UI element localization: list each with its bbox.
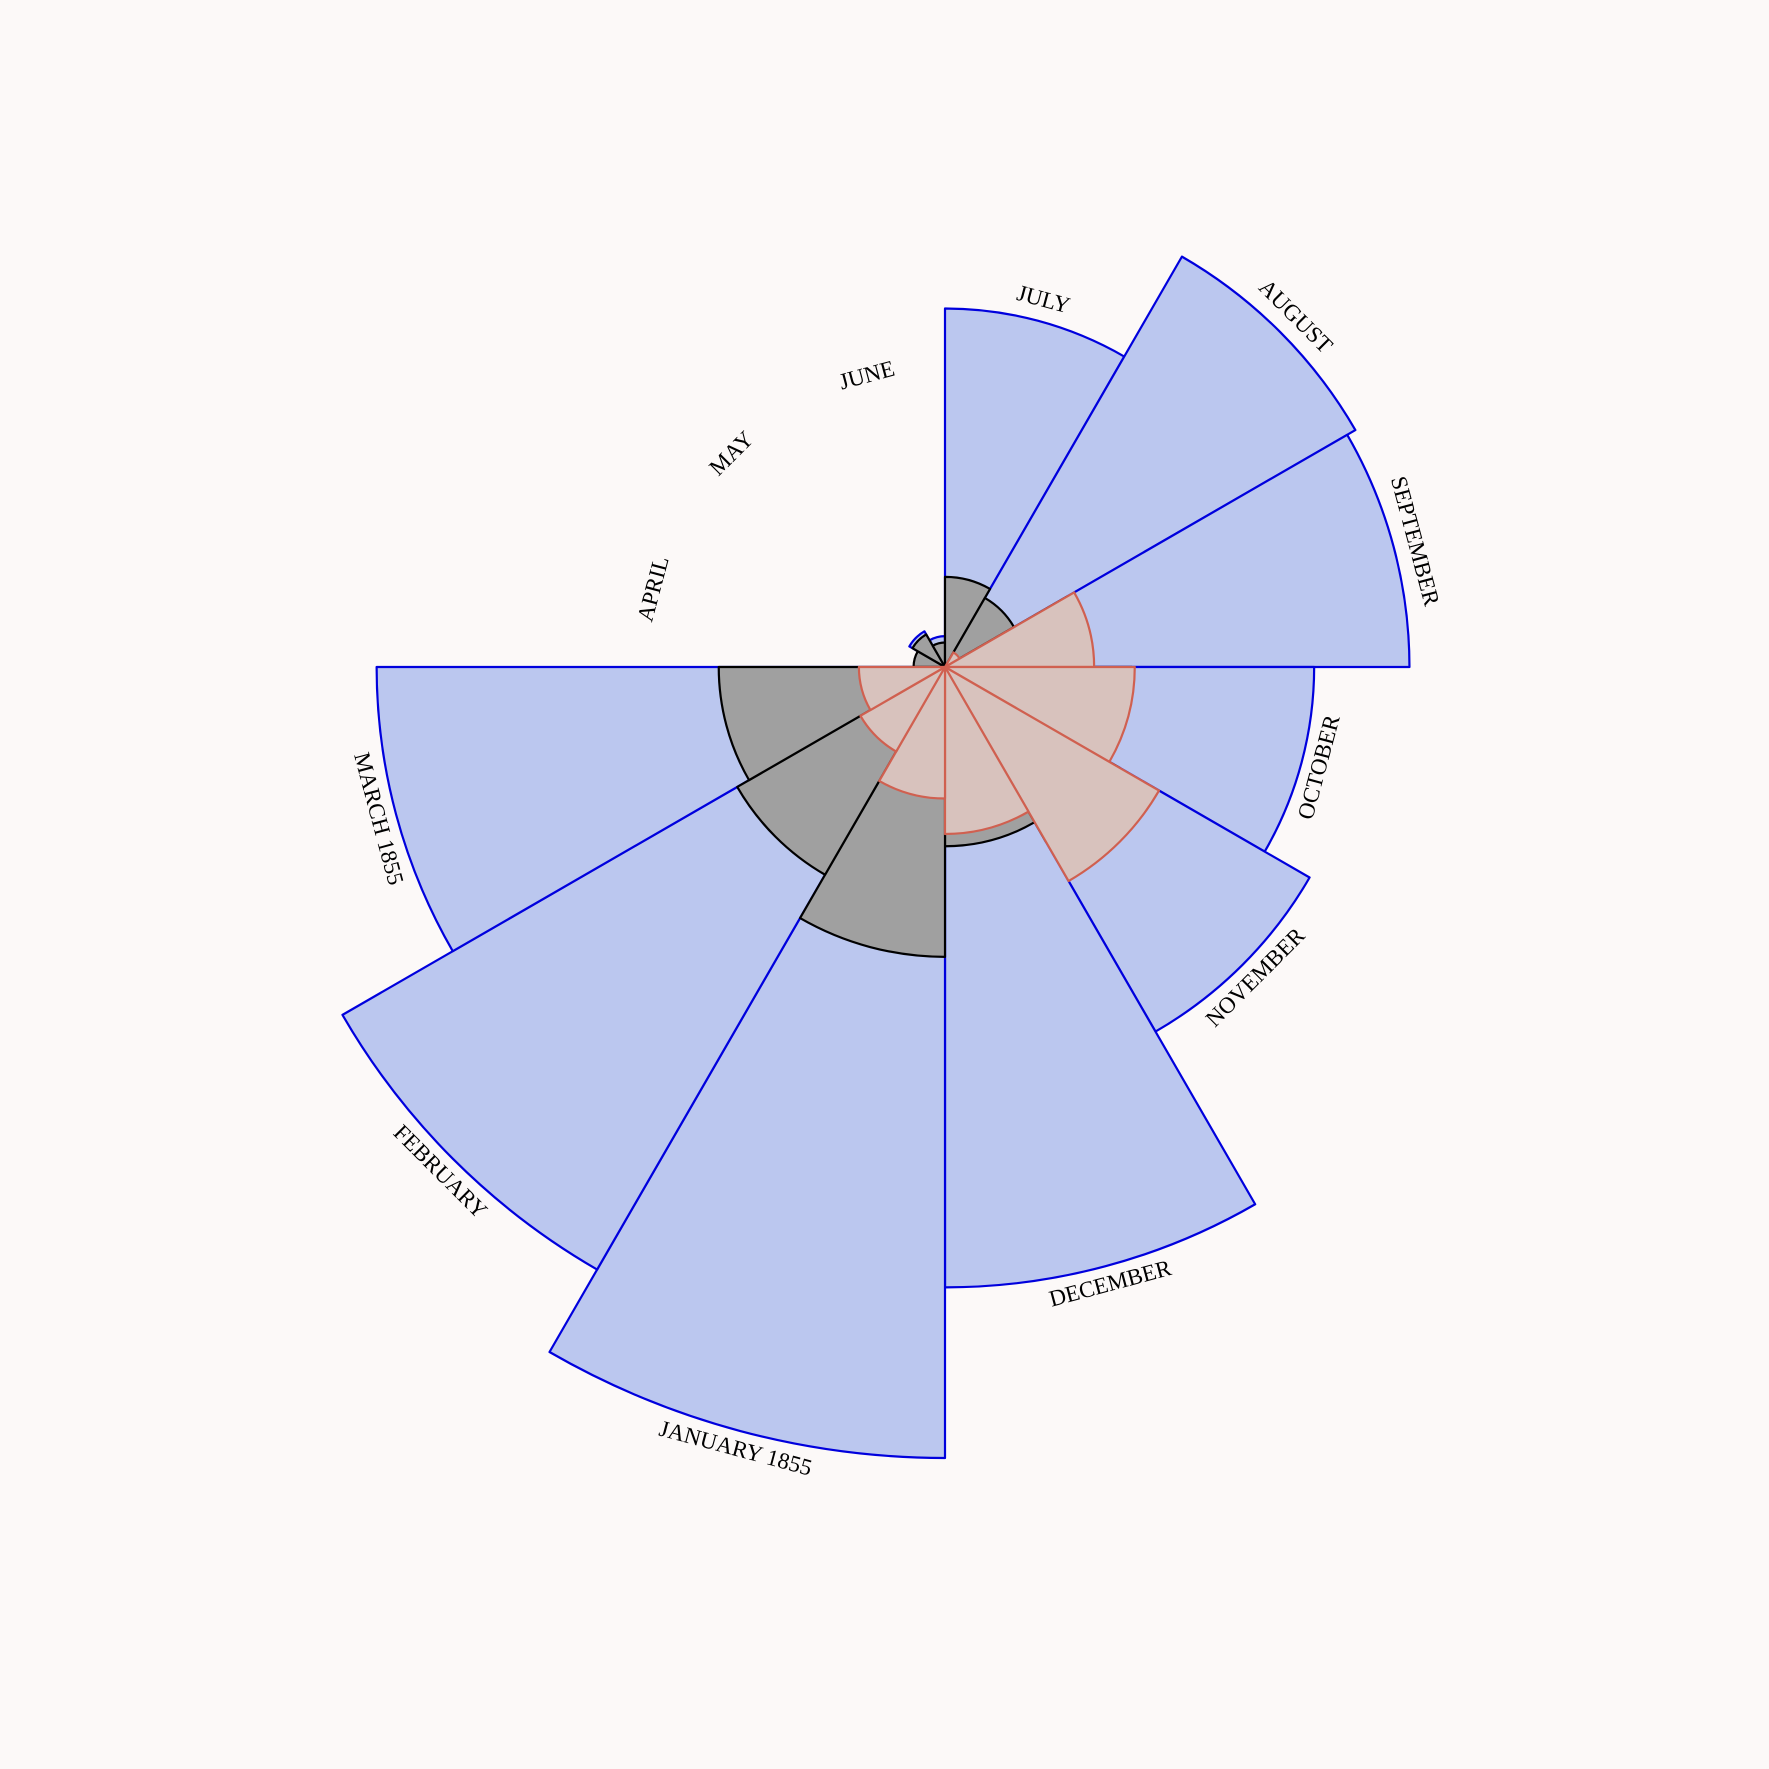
wounds-wedge-december — [943, 665, 1030, 836]
disease-wedge-august — [943, 255, 1357, 669]
wounds-wedge-january-1855 — [878, 665, 947, 800]
wounds-wedge-march-1855 — [857, 665, 947, 712]
wounds-wedge-november — [943, 665, 1161, 883]
wedge-layer — [341, 255, 1411, 1460]
disease-wedge-july — [943, 307, 1126, 669]
wounds-wedge-february — [859, 665, 947, 753]
wounds-wedge-october — [943, 665, 1136, 763]
other-wedge-july — [943, 575, 992, 669]
other-wedge-may — [911, 633, 947, 669]
